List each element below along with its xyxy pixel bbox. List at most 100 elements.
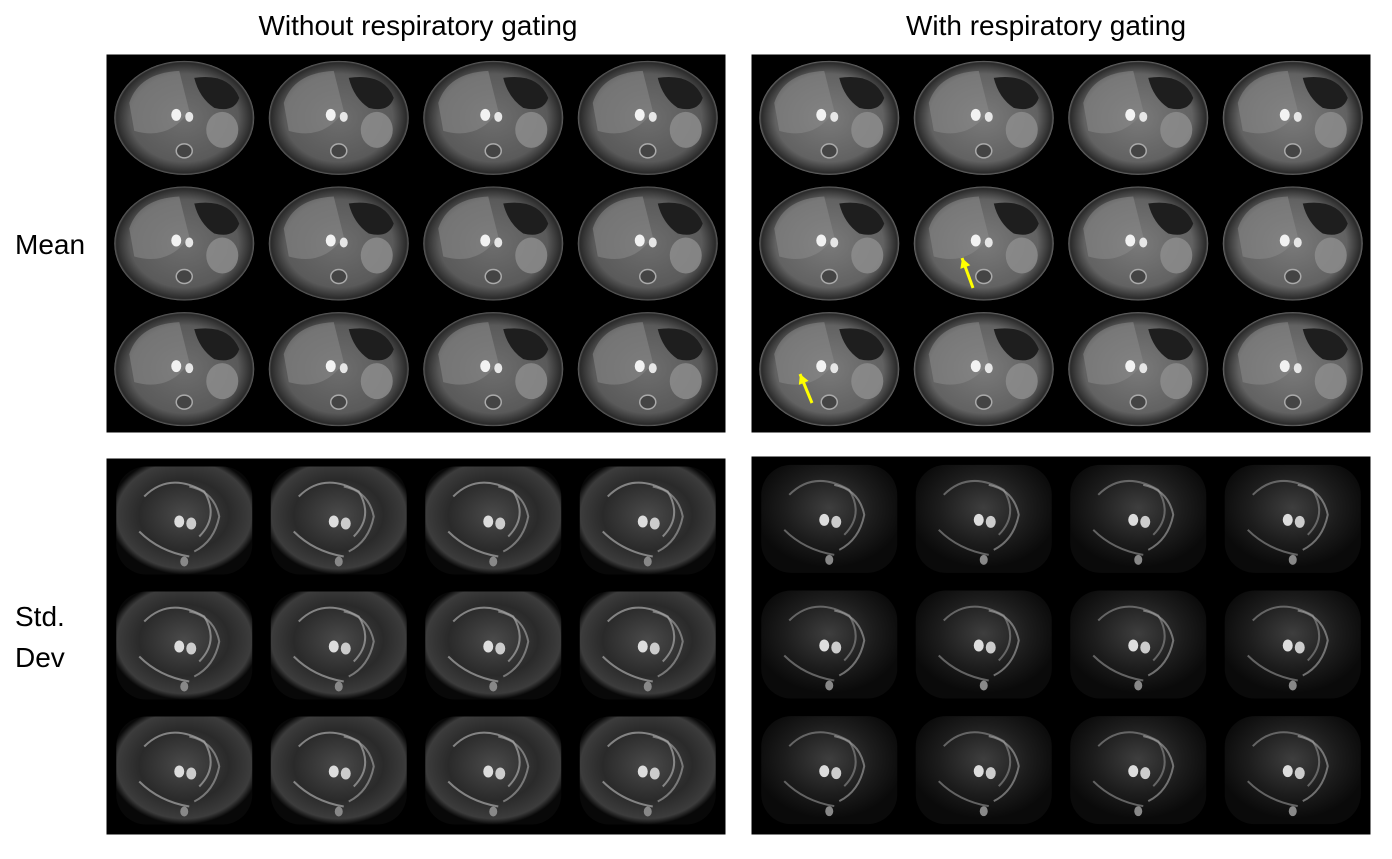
spine [484,268,502,285]
slice-body [116,591,253,700]
vessel [637,640,648,653]
mri-slice [579,466,716,575]
spleen [515,237,548,274]
mri-slice [1068,312,1209,427]
slice-body [425,466,562,575]
mri-slice [913,186,1054,301]
vessel [1282,765,1293,778]
stomach [657,77,703,110]
vessel [325,360,336,373]
vessel [171,360,182,373]
vessel [174,640,185,653]
mri-slice [577,312,718,427]
mri-slice [1070,590,1207,699]
vessel [816,108,827,121]
slice-body [116,716,253,825]
mri-slice [268,60,409,175]
slice-structure [1297,483,1329,551]
spine [330,143,348,159]
vessel [174,765,185,778]
vessel [186,642,197,655]
vessel [1293,111,1302,122]
vessel [483,640,494,653]
spine [643,556,652,567]
spine [484,143,502,159]
mri-slice [759,60,900,175]
vessel [483,515,494,528]
spleen [1160,363,1193,400]
spleen [206,111,239,148]
spine [825,680,834,691]
vessel [648,237,657,248]
vessel [649,767,660,780]
slice-structure [498,735,530,803]
mri-slice [114,312,255,427]
image-panel [106,54,726,433]
slice-structure [834,483,866,551]
stomach [503,77,549,110]
vessel [830,237,839,248]
vessel [831,767,842,780]
slice-body [1070,590,1207,699]
spleen [851,237,884,274]
spine [1134,680,1143,691]
row-label: Mean [15,229,85,260]
spine [484,394,502,410]
spine [639,268,657,285]
spine [825,806,834,817]
mri-slice [116,591,253,700]
vessel [1125,108,1136,121]
mri-slice [1068,186,1209,301]
vessel [185,111,194,122]
mri-slice [425,591,562,700]
image-panel [751,54,1371,433]
vessel [339,363,348,374]
vessel [973,513,984,526]
vessel [634,108,645,121]
slice-body [425,591,562,700]
spleen [206,363,239,400]
vessel [495,517,506,530]
vessel [1128,639,1139,652]
stomach [503,202,549,235]
vessel [1294,641,1305,654]
spine [1288,554,1297,565]
spleen [1314,363,1347,400]
stomach [993,77,1039,110]
mri-slice [915,716,1052,825]
vessel [494,237,503,248]
slice-body [1070,716,1207,825]
spleen [669,111,702,148]
spine [175,143,193,159]
spine [1134,554,1143,565]
spleen [1005,111,1038,148]
mri-slice [268,312,409,427]
vessel [1140,767,1151,780]
mri-slice [1222,60,1363,175]
stomach [1302,77,1348,110]
vessel [973,639,984,652]
spine [1284,268,1302,285]
spine [975,394,993,410]
slice-structure [1143,735,1175,803]
mri-slice [1070,716,1207,825]
arrow [798,373,814,404]
spine [334,556,343,567]
arrow-head [960,258,971,269]
vessel [637,515,648,528]
spine [1288,806,1297,817]
row-label: Std. [15,601,65,632]
mri-slice [114,60,255,175]
vessel [494,111,503,122]
stomach [1148,202,1194,235]
spine [180,681,189,692]
stomach [348,202,394,235]
vessel [185,363,194,374]
image-panel [751,456,1371,835]
slice-body [915,464,1052,573]
slice-body [761,716,898,825]
vessel [637,765,648,778]
stomach [1302,202,1348,235]
spine [979,680,988,691]
slice-body [270,591,407,700]
